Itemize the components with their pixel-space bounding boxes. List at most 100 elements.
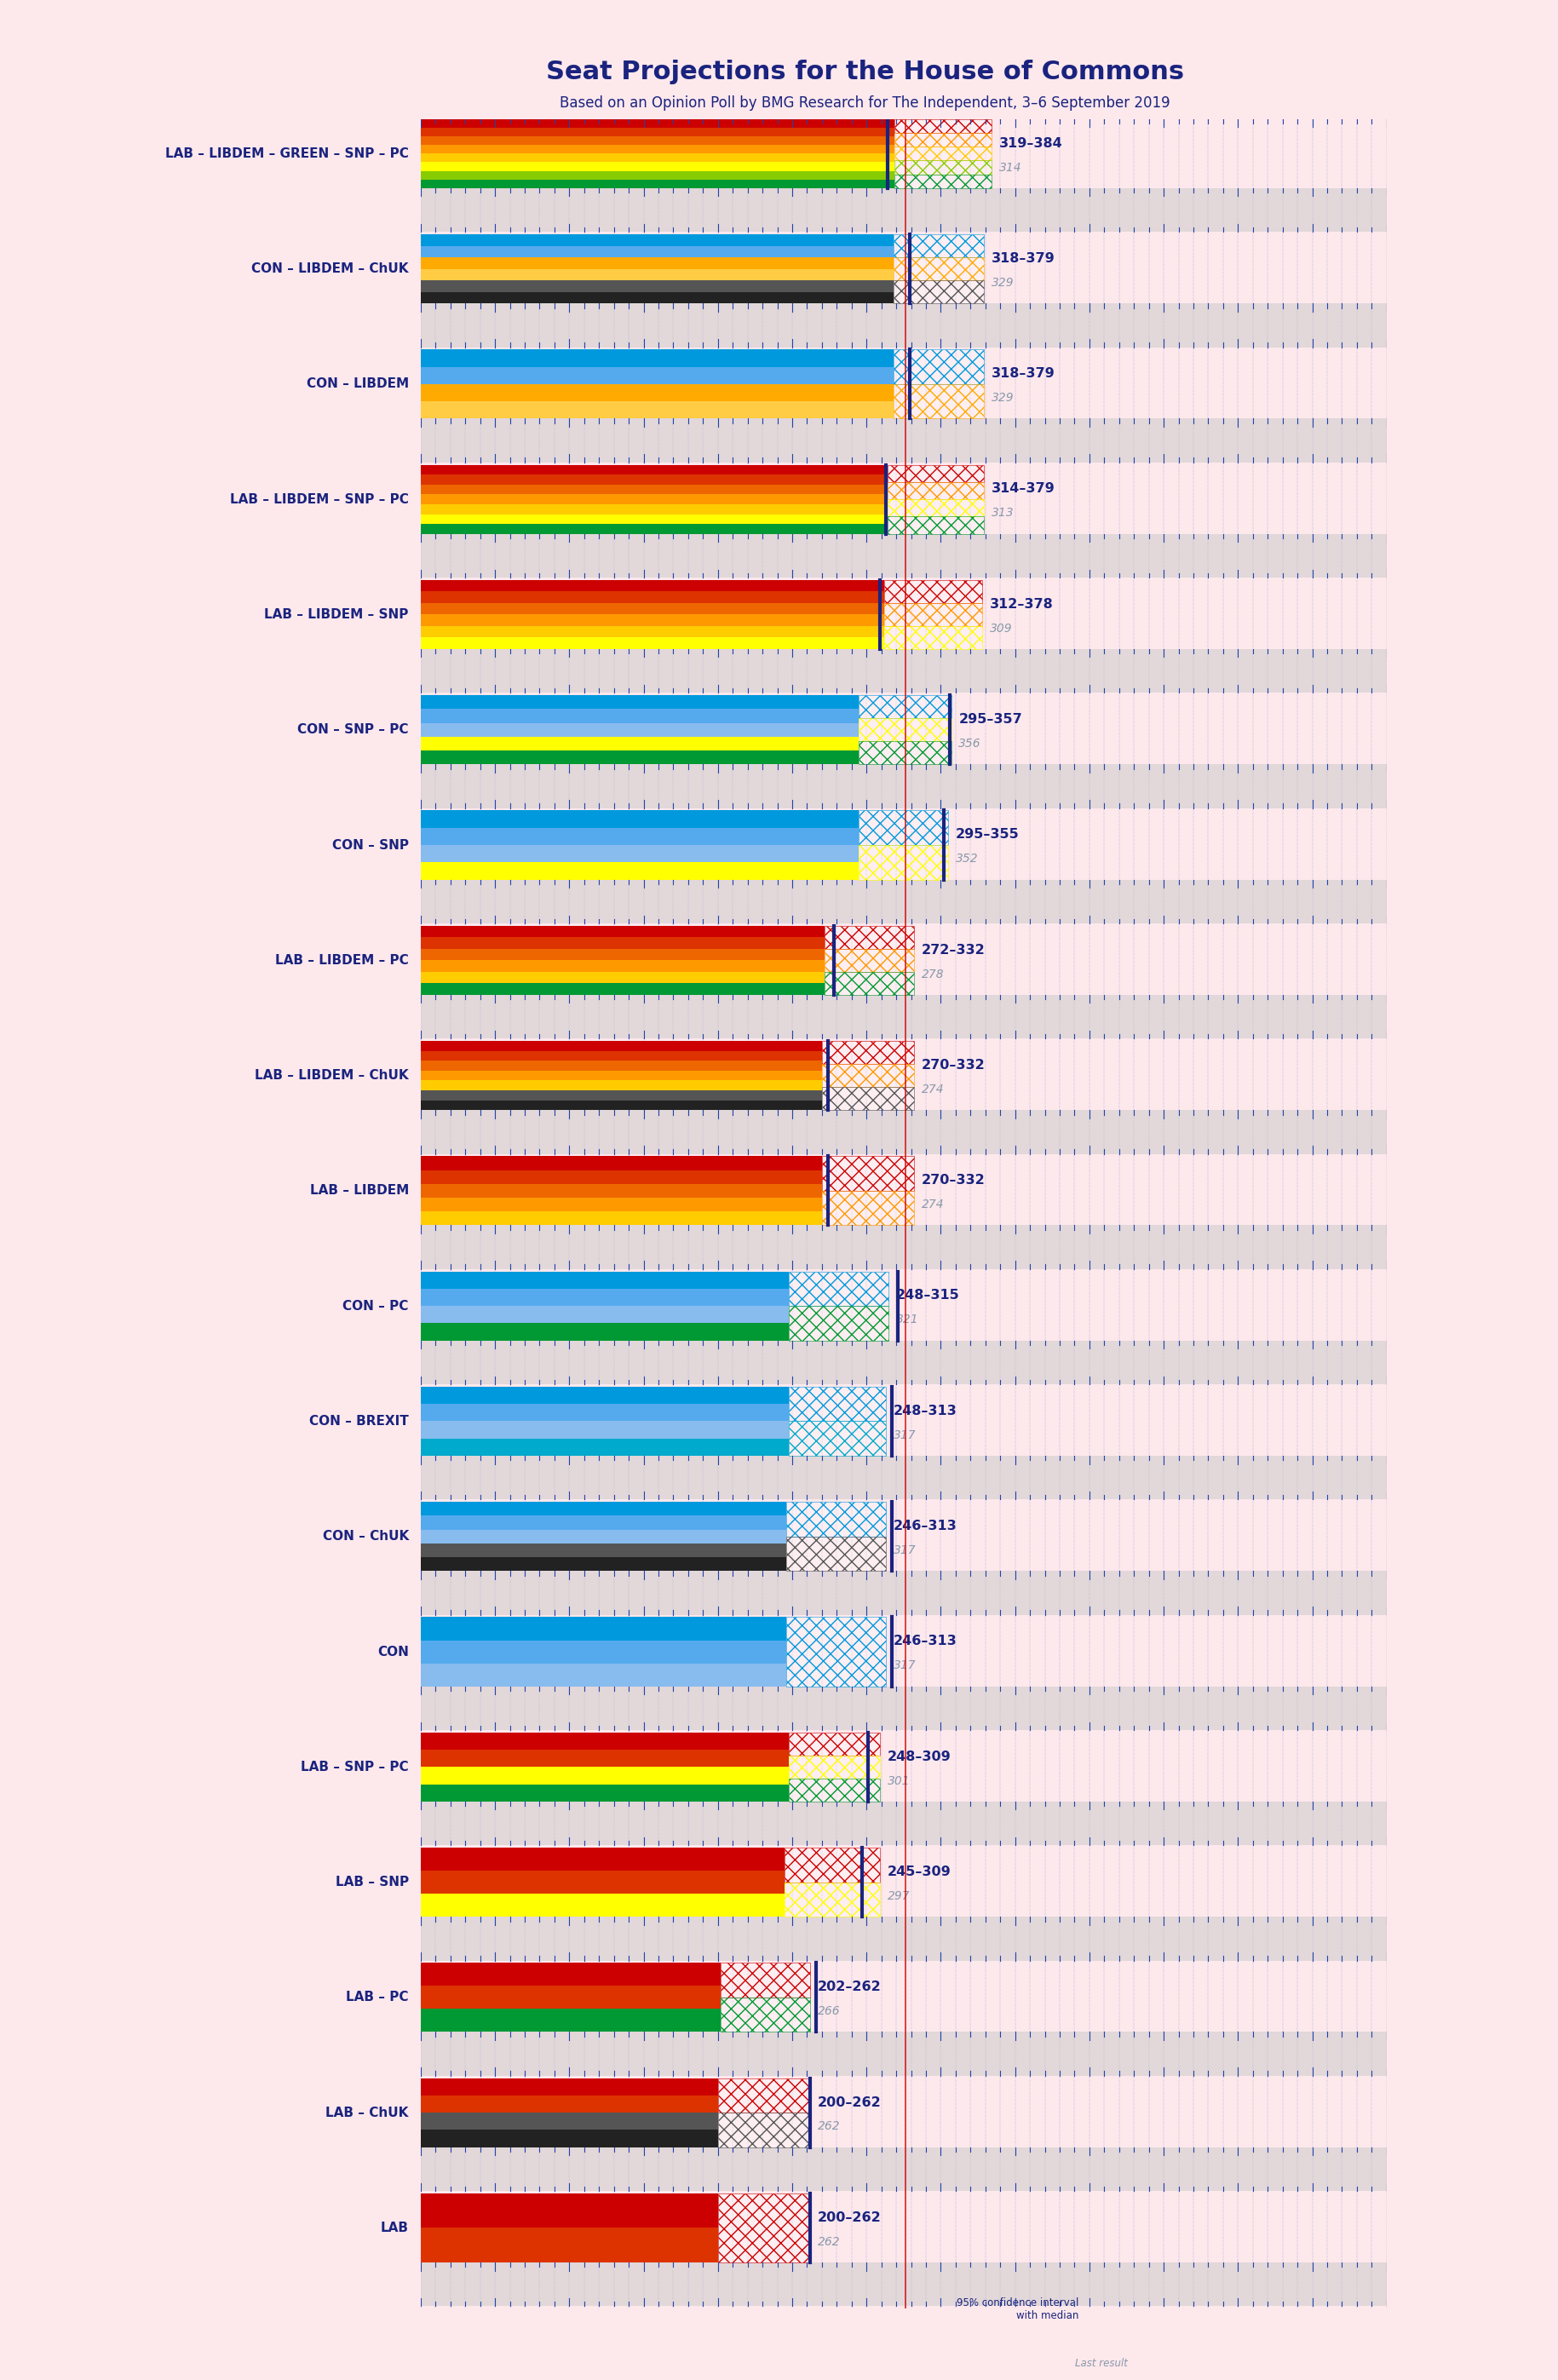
Bar <box>421 695 858 709</box>
Bar <box>421 750 858 764</box>
Bar <box>718 2078 810 2113</box>
Bar <box>790 1778 880 1802</box>
Text: 278: 278 <box>921 969 944 981</box>
Bar <box>421 1307 790 1323</box>
Bar <box>785 1847 880 1883</box>
Bar <box>894 119 991 133</box>
Bar <box>421 938 824 950</box>
Bar <box>718 2078 810 2113</box>
Bar <box>421 302 1387 347</box>
Bar <box>421 1061 823 1071</box>
Bar <box>421 281 893 293</box>
Bar <box>785 1883 880 1916</box>
Bar <box>421 950 824 959</box>
Text: 329: 329 <box>991 276 1014 288</box>
Bar <box>421 1664 787 1687</box>
Bar <box>858 812 949 845</box>
Text: CON – ChUK: CON – ChUK <box>323 1530 408 1542</box>
Bar <box>421 178 894 188</box>
Bar <box>894 133 991 148</box>
Text: 297: 297 <box>888 1890 910 1902</box>
Bar <box>421 1640 787 1664</box>
Bar <box>893 383 985 419</box>
Bar <box>823 1040 915 1064</box>
Bar <box>421 1438 790 1457</box>
Bar <box>858 845 949 881</box>
Bar <box>421 1785 790 1802</box>
Bar <box>893 233 985 257</box>
Text: 245–309: 245–309 <box>888 1866 950 1878</box>
Bar <box>721 1963 810 1997</box>
Bar <box>1000 2309 1075 2349</box>
Bar <box>421 464 888 474</box>
Bar <box>893 383 985 419</box>
Bar <box>790 1271 888 1307</box>
Bar <box>421 2009 721 2033</box>
Bar <box>893 233 985 257</box>
Bar <box>421 486 888 495</box>
Bar <box>790 1307 888 1340</box>
Bar <box>421 2033 1387 2075</box>
Text: 329: 329 <box>991 393 1014 405</box>
Bar <box>823 1157 915 1190</box>
Text: LAB: LAB <box>380 2221 408 2235</box>
Bar <box>421 119 894 129</box>
Bar <box>421 812 858 828</box>
Text: LAB – SNP: LAB – SNP <box>335 1875 408 1890</box>
Bar <box>888 500 985 516</box>
Text: 95% confidence interval
with median: 95% confidence interval with median <box>957 2297 1080 2320</box>
Bar <box>421 1916 1387 1961</box>
Bar <box>787 1616 887 1687</box>
Bar <box>421 155 894 162</box>
Bar <box>888 483 985 500</box>
Bar <box>858 695 952 719</box>
Bar <box>421 1109 1387 1154</box>
Bar <box>785 1883 880 1916</box>
Bar <box>421 602 885 614</box>
Text: 200–262: 200–262 <box>818 2097 882 2109</box>
Bar <box>888 464 985 483</box>
Bar <box>421 738 858 750</box>
Bar <box>421 188 1387 231</box>
Bar <box>824 971 915 995</box>
Bar <box>421 862 858 881</box>
Bar <box>421 1733 790 1749</box>
Bar <box>824 926 915 950</box>
Bar <box>421 233 893 245</box>
Bar <box>421 505 888 514</box>
Text: 274: 274 <box>921 1200 944 1211</box>
Text: CON – SNP – PC: CON – SNP – PC <box>298 724 408 735</box>
Bar <box>787 1537 887 1571</box>
Bar <box>824 950 915 971</box>
Text: 262: 262 <box>818 2235 840 2247</box>
Text: 274: 274 <box>921 1083 944 1095</box>
Bar <box>888 483 985 500</box>
Text: 272–332: 272–332 <box>921 942 985 957</box>
Text: 248–315: 248–315 <box>896 1290 960 1302</box>
Text: 262: 262 <box>818 2121 840 2132</box>
Bar <box>894 133 991 148</box>
Bar <box>421 2078 718 2094</box>
Bar <box>421 614 885 626</box>
Bar <box>421 983 824 995</box>
Text: LAB – LIBDEM – SNP: LAB – LIBDEM – SNP <box>265 609 408 621</box>
Bar <box>823 1088 915 1109</box>
Bar <box>421 1171 823 1183</box>
Bar <box>421 145 894 155</box>
Bar <box>421 1985 721 2009</box>
Text: 309: 309 <box>989 624 1013 635</box>
Bar <box>888 516 985 533</box>
Bar <box>790 1778 880 1802</box>
Text: 356: 356 <box>958 738 982 750</box>
Bar <box>858 719 952 740</box>
Bar <box>823 1190 915 1226</box>
Bar <box>421 581 885 593</box>
Bar <box>421 1071 823 1081</box>
Bar <box>421 1081 823 1090</box>
Bar <box>421 1802 1387 1844</box>
Bar <box>421 2130 718 2147</box>
Bar <box>893 257 985 281</box>
Bar <box>790 1388 887 1421</box>
Text: LAB – LIBDEM – GREEN – SNP – PC: LAB – LIBDEM – GREEN – SNP – PC <box>165 148 408 159</box>
Text: 319–384: 319–384 <box>999 136 1063 150</box>
